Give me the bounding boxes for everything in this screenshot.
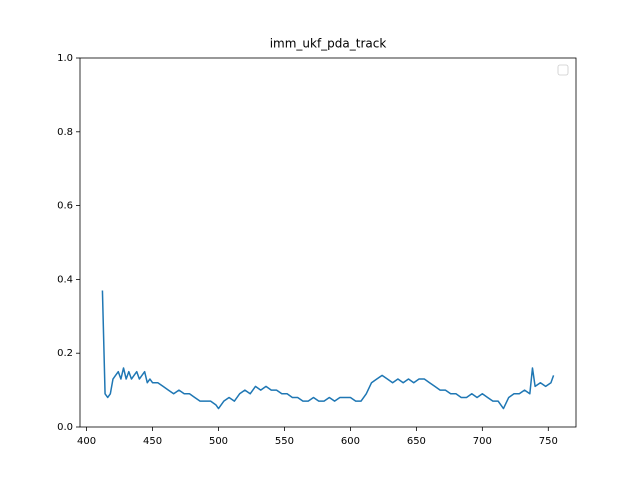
y-tick-label: 0.6 [57, 201, 73, 212]
x-tick-label: 500 [209, 436, 228, 447]
x-tick-label: 450 [143, 436, 162, 447]
y-tick-label: 0.2 [57, 348, 73, 359]
axes-frame [79, 57, 577, 428]
x-tick-label: 600 [341, 436, 360, 447]
y-tick-label: 1.0 [57, 53, 73, 64]
x-tick-label: 650 [407, 436, 426, 447]
y-tick-label: 0.8 [57, 127, 73, 138]
x-tick-label: 550 [275, 436, 294, 447]
y-tick-label: 0.0 [57, 422, 73, 433]
chart-title: imm_ukf_pda_track [270, 37, 387, 51]
y-tick-label: 0.4 [57, 274, 73, 285]
x-tick-label: 750 [539, 436, 558, 447]
x-tick-label: 400 [77, 436, 96, 447]
line-series [101, 290, 555, 410]
legend-box [557, 64, 569, 76]
x-tick-label: 700 [473, 436, 492, 447]
